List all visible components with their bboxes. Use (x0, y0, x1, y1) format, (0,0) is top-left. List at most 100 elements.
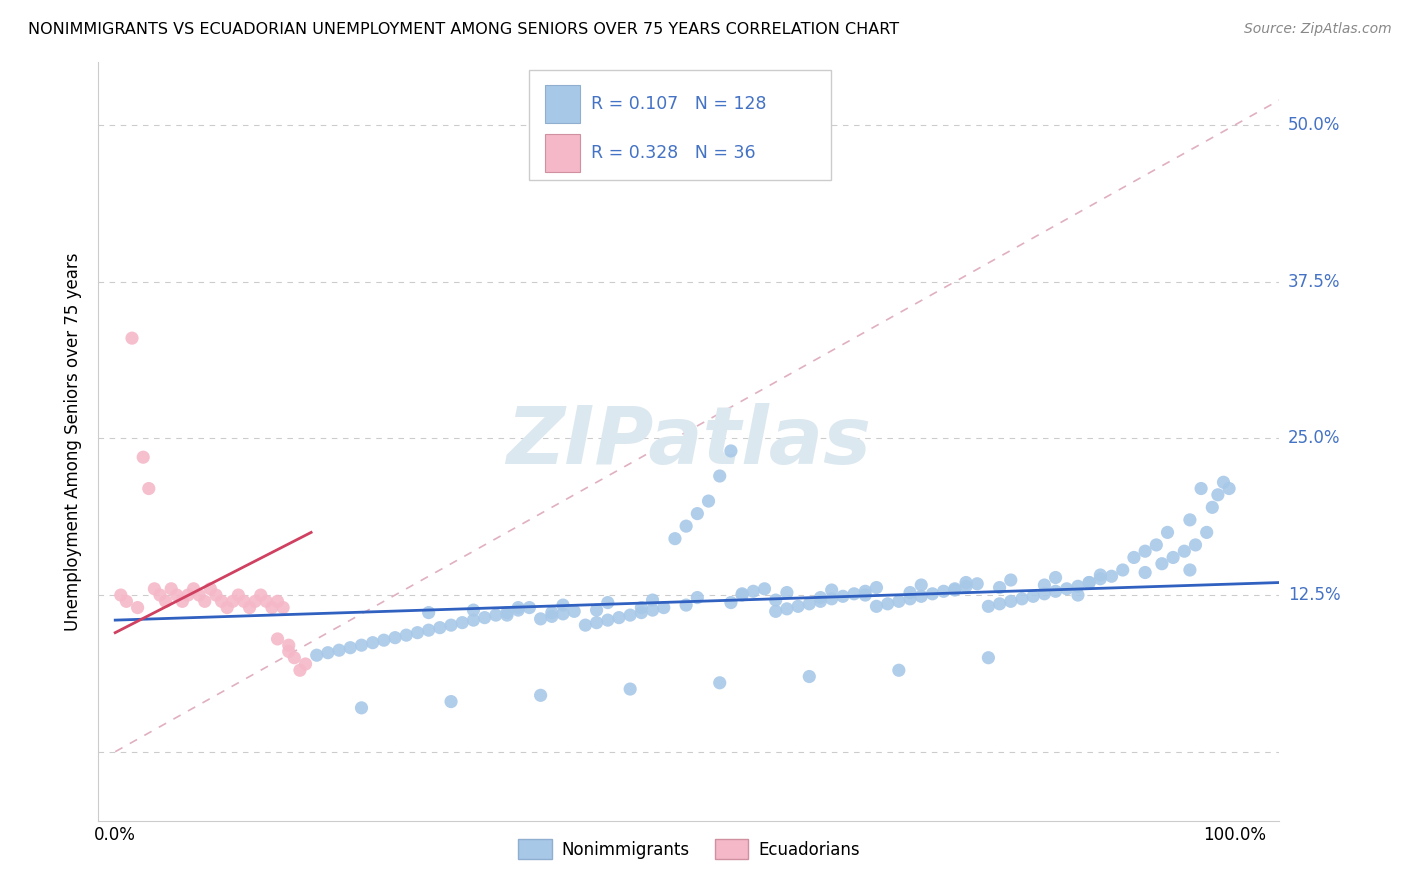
Point (166, 588, 188, 602)
Point (339, 640, 361, 655)
Point (853, 588, 876, 602)
Point (183, 582, 205, 596)
Point (1022, 590, 1045, 604)
Bar (546, 85, 581, 123)
Point (551, 598, 574, 612)
Point (1184, 538, 1206, 552)
Point (1144, 538, 1167, 552)
Point (709, 675, 731, 690)
Point (799, 597, 821, 611)
Point (776, 602, 799, 616)
Point (177, 588, 200, 602)
Text: NONIMMIGRANTS VS ECUADORIAN UNEMPLOYMENT AMONG SENIORS OVER 75 YEARS CORRELATION: NONIMMIGRANTS VS ECUADORIAN UNEMPLOYMENT… (28, 22, 900, 37)
Point (485, 608, 508, 623)
Point (821, 591, 844, 606)
Text: 50.0%: 50.0% (1288, 116, 1340, 134)
Point (172, 594, 194, 608)
Point (1033, 587, 1056, 601)
Point (977, 599, 1000, 614)
Point (155, 594, 177, 608)
Point (1067, 588, 1090, 602)
Point (277, 644, 299, 658)
Point (508, 600, 530, 615)
Point (429, 621, 451, 635)
Point (1045, 570, 1067, 584)
Point (149, 588, 172, 602)
Point (530, 612, 553, 626)
Point (1000, 573, 1022, 587)
Point (211, 594, 233, 608)
Point (418, 606, 440, 620)
Point (955, 579, 977, 593)
Point (1056, 582, 1078, 596)
Point (898, 591, 921, 606)
Point (540, 606, 562, 620)
Point (630, 606, 652, 620)
Point (921, 587, 943, 601)
Point (596, 596, 619, 610)
Point (451, 615, 474, 630)
Point (406, 625, 429, 640)
Point (799, 669, 821, 683)
Point (1000, 594, 1022, 608)
Point (496, 606, 519, 620)
Point (910, 590, 932, 604)
Point (1161, 550, 1184, 565)
Point (1067, 579, 1090, 593)
Point (709, 469, 731, 483)
Point (910, 578, 932, 592)
Point (160, 582, 183, 596)
Point (530, 689, 553, 703)
Point (943, 582, 966, 596)
Point (271, 600, 294, 615)
Point (865, 581, 887, 595)
Point (440, 695, 463, 709)
Point (277, 638, 299, 652)
Point (619, 608, 641, 623)
Text: R = 0.328   N = 36: R = 0.328 N = 36 (591, 145, 755, 162)
Point (1201, 500, 1223, 515)
Point (1033, 578, 1056, 592)
Point (138, 482, 160, 496)
Point (115, 594, 138, 608)
Point (373, 633, 395, 648)
Point (887, 663, 910, 677)
Point (876, 597, 898, 611)
Point (664, 532, 686, 546)
Y-axis label: Unemployment Among Seniors over 75 years: Unemployment Among Seniors over 75 years (65, 252, 83, 631)
Point (243, 594, 266, 608)
Point (200, 582, 222, 596)
Point (266, 594, 288, 608)
Point (810, 594, 832, 608)
Point (1045, 584, 1067, 599)
Point (288, 663, 311, 677)
Point (810, 591, 832, 605)
Point (731, 587, 754, 601)
Point (238, 600, 260, 615)
Point (821, 582, 844, 597)
Point (865, 599, 887, 614)
Legend: Nonimmigrants, Ecuadorians: Nonimmigrants, Ecuadorians (512, 833, 866, 865)
Point (350, 701, 373, 715)
Point (574, 618, 596, 632)
Point (607, 610, 630, 624)
Point (1195, 525, 1218, 540)
Point (316, 646, 339, 660)
Point (955, 575, 977, 590)
Point (228, 588, 250, 602)
Point (1101, 569, 1123, 583)
Text: Source: ZipAtlas.com: Source: ZipAtlas.com (1244, 22, 1392, 37)
Point (254, 594, 277, 608)
Point (1011, 591, 1033, 606)
Text: ZIPatlas: ZIPatlas (506, 402, 872, 481)
Point (585, 615, 607, 630)
Point (474, 610, 496, 624)
Point (217, 600, 239, 615)
Point (596, 613, 619, 627)
Point (988, 581, 1011, 595)
Point (1212, 475, 1234, 490)
Point (132, 450, 155, 465)
Point (294, 657, 316, 671)
Point (1133, 544, 1156, 558)
Point (943, 582, 966, 597)
